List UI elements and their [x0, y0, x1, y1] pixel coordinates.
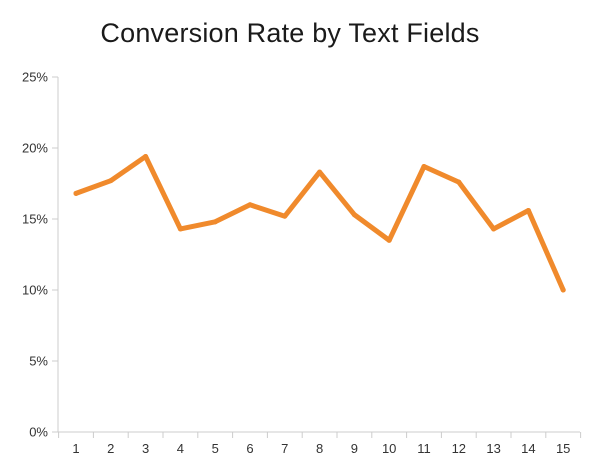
series-line [73, 154, 566, 293]
y-axis-ticks: 0% 5% 10% 15% 20% 25% [22, 70, 58, 440]
x-tick-label: 6 [246, 441, 253, 456]
x-tick-label: 11 [417, 441, 431, 456]
x-tick-label: 4 [177, 441, 184, 456]
data-point [282, 213, 288, 219]
data-point [560, 287, 566, 293]
y-tick-label: 15% [22, 212, 48, 227]
data-point [73, 190, 79, 196]
x-tick-label: 1 [72, 441, 79, 456]
series-layer [73, 154, 566, 293]
data-point [108, 178, 114, 184]
y-tick-label: 5% [29, 354, 48, 369]
x-tick-label: 14 [521, 441, 535, 456]
data-point [351, 212, 357, 218]
data-point [386, 237, 392, 243]
x-tick-label: 10 [382, 441, 396, 456]
x-tick-label: 12 [452, 441, 466, 456]
x-tick-label: 9 [351, 441, 358, 456]
y-tick-label: 25% [22, 70, 48, 85]
y-tick-label: 0% [29, 425, 48, 440]
x-tick-label: 3 [142, 441, 149, 456]
x-tick-label: 15 [556, 441, 570, 456]
axes [57, 77, 580, 433]
data-point [247, 202, 253, 208]
data-point [491, 226, 497, 232]
y-tick-label: 20% [22, 141, 48, 156]
data-point [525, 207, 531, 213]
data-point [317, 169, 323, 175]
y-tick-label: 10% [22, 283, 48, 298]
data-point [212, 219, 218, 225]
data-point [421, 163, 427, 169]
x-tick-label: 5 [212, 441, 219, 456]
x-axis-ticks: 1 2 3 4 5 6 7 8 9 10 11 12 13 14 15 [58, 432, 582, 456]
x-tick-label: 7 [281, 441, 288, 456]
data-point [456, 179, 462, 185]
data-point [177, 226, 183, 232]
data-point [143, 154, 149, 160]
chart-title: Conversion Rate by Text Fields [100, 18, 480, 48]
x-tick-label: 13 [486, 441, 500, 456]
x-tick-label: 2 [107, 441, 114, 456]
x-tick-label: 8 [316, 441, 323, 456]
